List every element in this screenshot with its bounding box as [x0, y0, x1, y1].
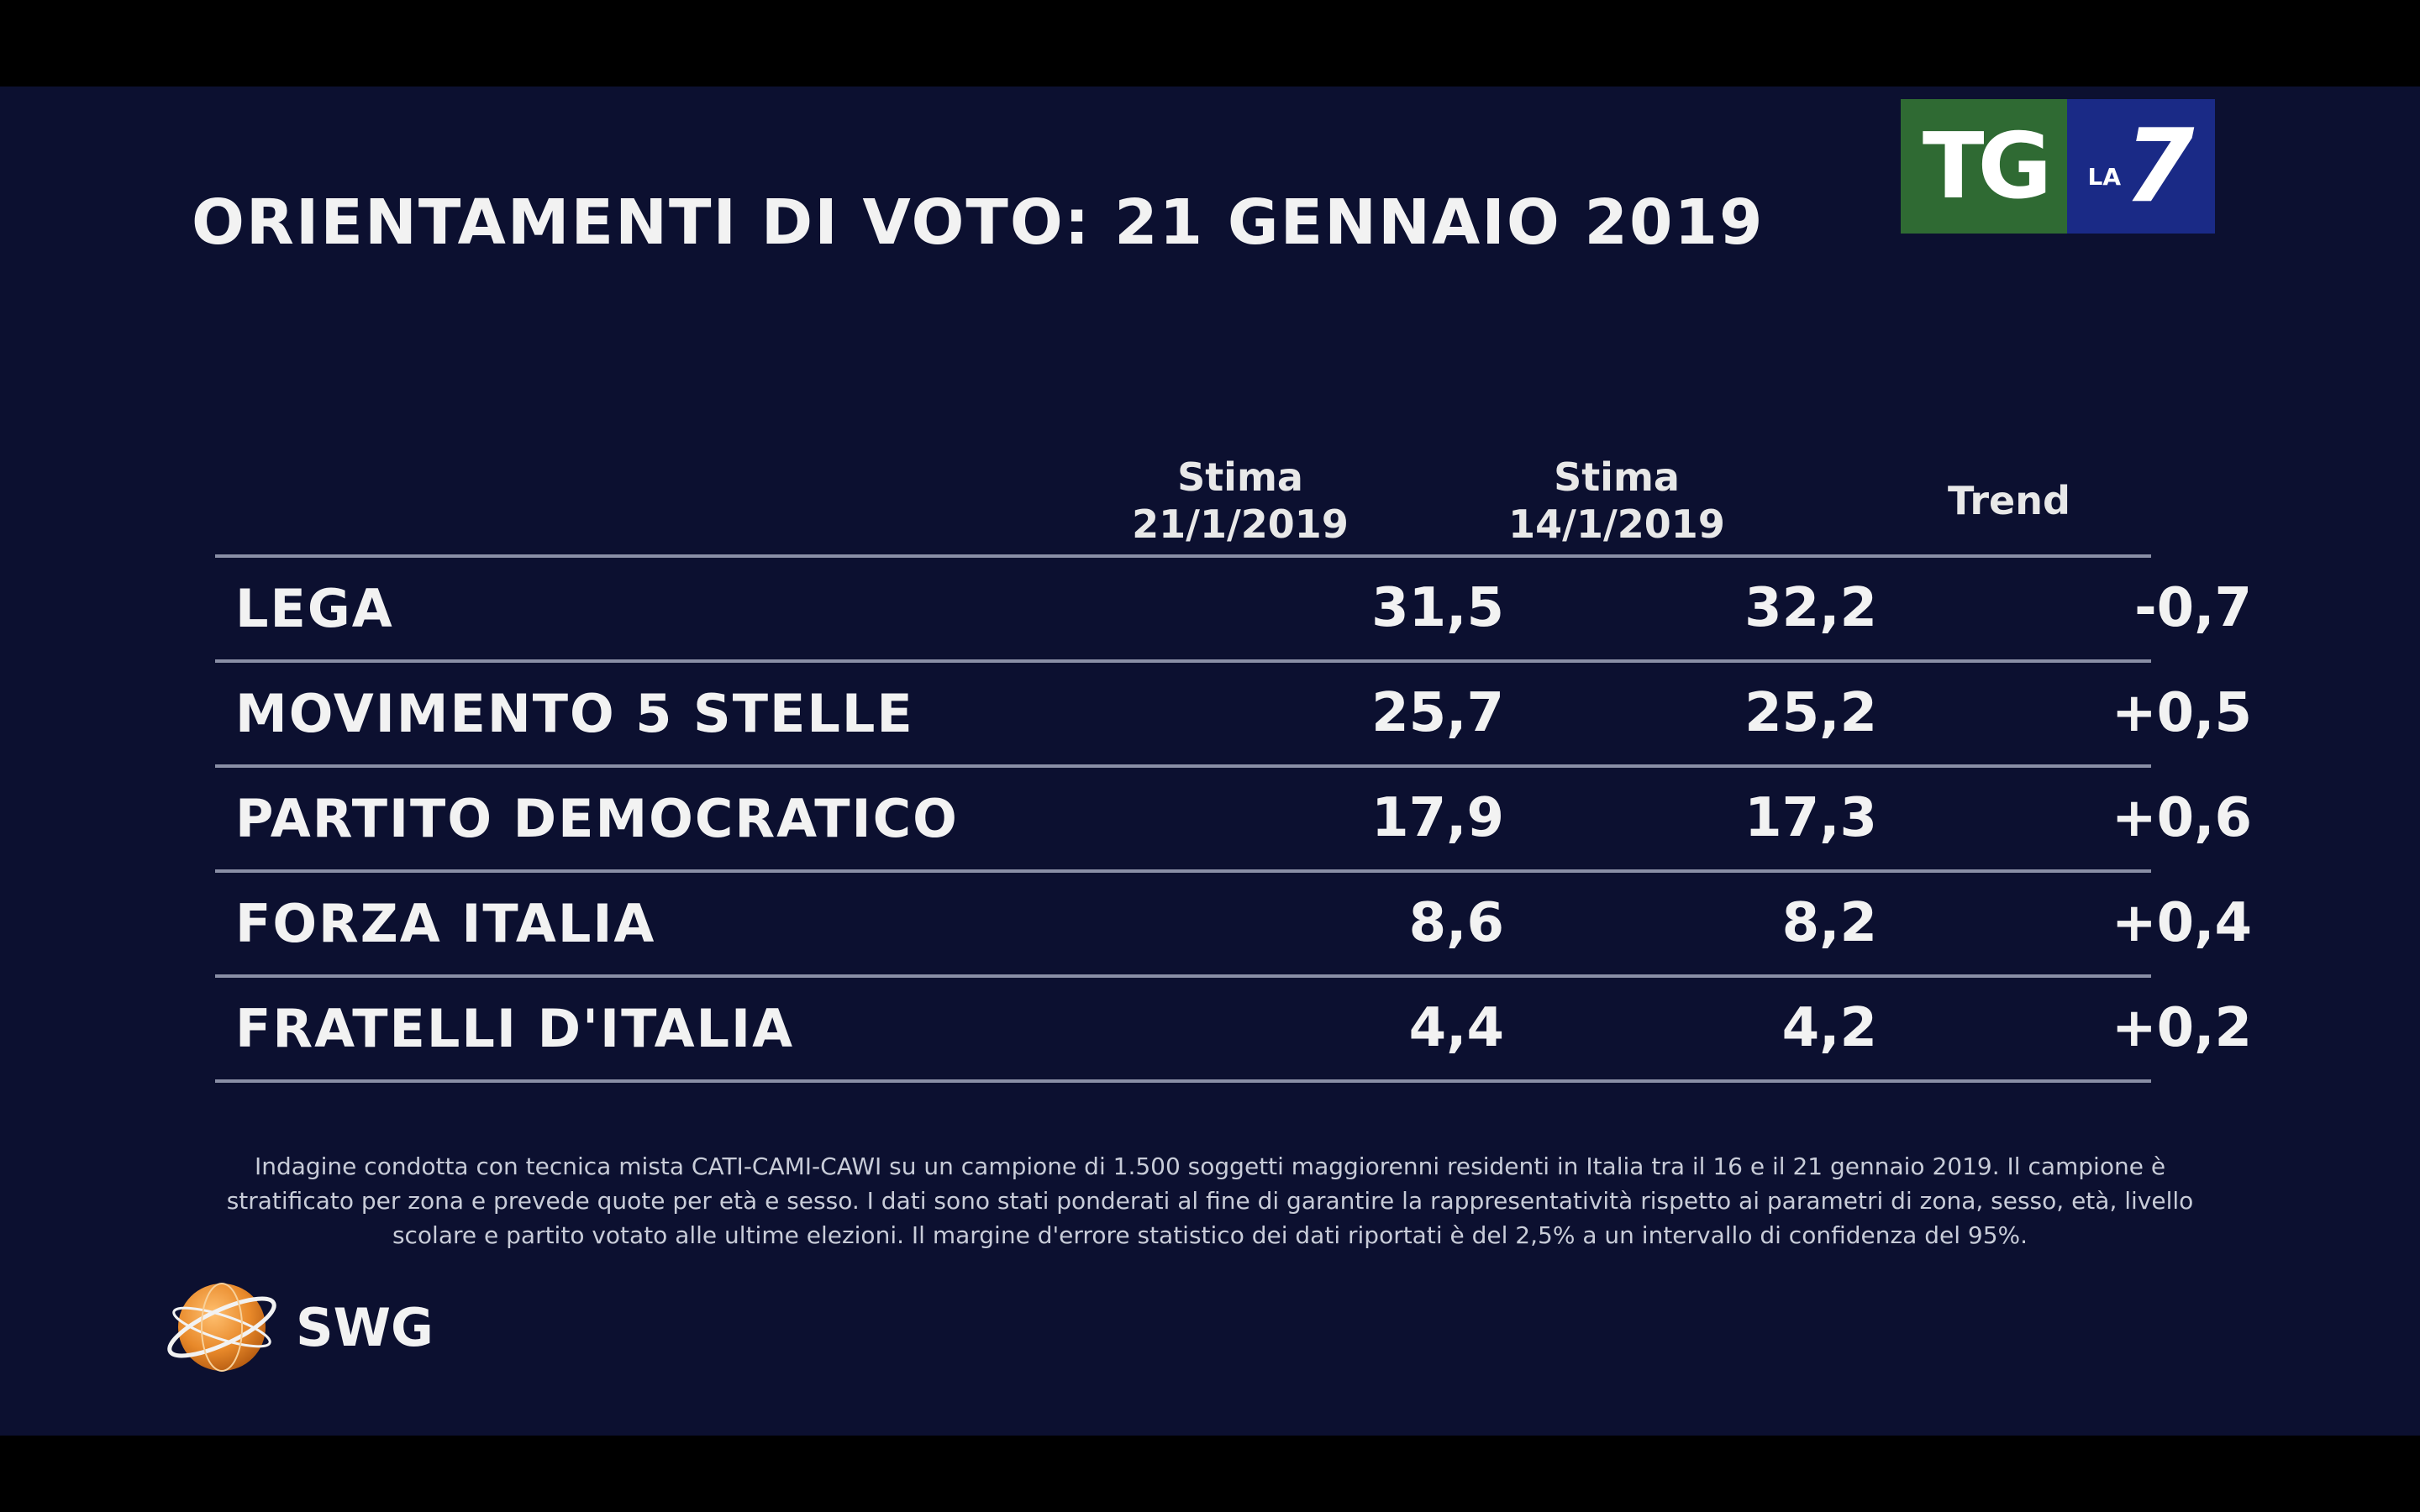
broadcast-frame	[0, 87, 2420, 1436]
table-header: Stima 21/1/2019 Stima 14/1/2019 Trend	[215, 454, 2151, 554]
value-trend: +0,2	[2112, 997, 2252, 1059]
la7-logo-block: LA 7	[2067, 99, 2215, 234]
column-header-line1: Stima	[1554, 454, 1680, 500]
column-header-trend: Trend	[1883, 477, 2135, 524]
party-name: FRATELLI D'ITALIA	[235, 998, 795, 1059]
globe-icon	[167, 1283, 276, 1372]
party-name: MOVIMENTO 5 STELLE	[235, 683, 914, 744]
table-row: FORZA ITALIA 8,6 8,2 +0,4	[215, 873, 2252, 978]
value-previous: 32,2	[1744, 577, 1877, 639]
value-previous: 17,3	[1744, 787, 1877, 849]
value-trend: +0,5	[2112, 682, 2252, 744]
column-header-stima-current: Stima 21/1/2019	[1064, 454, 1417, 548]
table-row: MOVIMENTO 5 STELLE 25,7 25,2 +0,5	[215, 663, 2252, 768]
value-current: 17,9	[1371, 787, 1504, 849]
value-previous: 25,2	[1744, 682, 1877, 744]
value-current: 8,6	[1408, 892, 1504, 954]
chart-title: ORIENTAMENTI DI VOTO: 21 GENNAIO 2019	[192, 186, 1765, 259]
methodology-line: stratificato per zona e prevede quote pe…	[226, 1187, 2194, 1215]
party-name: PARTITO DEMOCRATICO	[235, 788, 959, 849]
table-row: FRATELLI D'ITALIA 4,4 4,2 +0,2	[215, 978, 2252, 1083]
tg-logo-block: TG	[1901, 99, 2067, 234]
methodology-note: Indagine condotta con tecnica mista CATI…	[193, 1149, 2227, 1252]
column-header-line2: 14/1/2019	[1508, 501, 1725, 547]
column-header-line2: 21/1/2019	[1132, 501, 1349, 547]
value-previous: 4,2	[1781, 997, 1877, 1059]
table-row: LEGA 31,5 32,2 -0,7	[215, 558, 2252, 663]
tg-logo-text: TG	[1922, 113, 2052, 219]
methodology-line: Indagine condotta con tecnica mista CATI…	[254, 1152, 2166, 1180]
value-trend: +0,6	[2112, 787, 2252, 849]
party-name: FORZA ITALIA	[235, 893, 656, 954]
swg-logo: SWG	[160, 1277, 434, 1378]
poll-table: Stima 21/1/2019 Stima 14/1/2019 Trend LE…	[215, 454, 2252, 1083]
value-current: 25,7	[1371, 682, 1504, 744]
value-previous: 8,2	[1781, 892, 1877, 954]
value-current: 31,5	[1371, 577, 1504, 639]
value-current: 4,4	[1408, 997, 1504, 1059]
table-row: PARTITO DEMOCRATICO 17,9 17,3 +0,6	[215, 768, 2252, 873]
header-divider	[215, 554, 2151, 558]
value-trend: +0,4	[2112, 892, 2252, 954]
seven-logo-text: 7	[2124, 108, 2195, 225]
la-logo-text: LA	[2087, 162, 2121, 191]
value-trend: -0,7	[2134, 577, 2252, 639]
column-header-line1: Trend	[1948, 478, 2070, 523]
column-header-line1: Stima	[1177, 454, 1303, 500]
tg-la7-logo: TG LA 7	[1901, 99, 2215, 234]
swg-wordmark: SWG	[296, 1296, 434, 1358]
methodology-line: scolare e partito votato alle ultime ele…	[392, 1221, 2028, 1249]
party-name: LEGA	[235, 578, 394, 639]
column-header-stima-previous: Stima 14/1/2019	[1440, 454, 1793, 548]
